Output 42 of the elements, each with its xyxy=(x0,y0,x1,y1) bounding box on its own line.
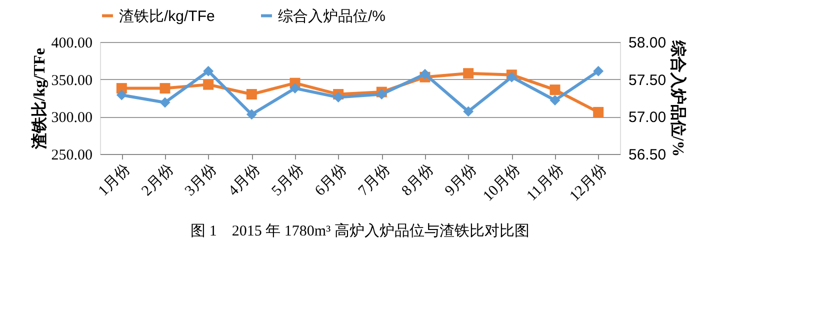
point xyxy=(463,68,474,79)
x-tick-label: 4月份 xyxy=(226,162,264,200)
point xyxy=(593,106,604,118)
y2-tick-label: 57.00 xyxy=(628,109,666,126)
point xyxy=(376,89,387,100)
x-tick-label: 3月份 xyxy=(182,162,220,200)
legend-label: 渣铁比/kg/TFe xyxy=(119,8,215,25)
point xyxy=(116,90,127,100)
y2-tick-label: 56.50 xyxy=(628,146,666,164)
point xyxy=(420,68,430,80)
point xyxy=(203,66,214,76)
x-tick-label: 2月份 xyxy=(138,162,177,200)
x-tick-label: 6月份 xyxy=(312,162,350,200)
y-tick-label: 300.00 xyxy=(51,110,92,126)
y-tick-label: 350.00 xyxy=(51,72,92,89)
point xyxy=(160,97,170,108)
point xyxy=(203,79,214,90)
point xyxy=(550,84,560,96)
point xyxy=(550,94,560,106)
y-tick-label: 250.00 xyxy=(51,148,92,164)
x-tick-label: 7月份 xyxy=(356,162,394,200)
point xyxy=(290,83,300,94)
legend-label: 综合入炉品位/% xyxy=(278,8,386,25)
point xyxy=(463,106,474,117)
y-axis-title: 渣铁比/kg/TFe xyxy=(30,48,48,150)
x-tick-label: 8月份 xyxy=(398,162,437,200)
point xyxy=(333,92,344,102)
y2-tick-label: 57.50 xyxy=(628,72,666,89)
x-tick-label: 12月份 xyxy=(567,162,610,205)
point xyxy=(160,83,170,94)
caption: 图 1 2015 年 1780m³ 高炉入炉品位与渣铁比对比图 xyxy=(190,222,530,240)
x-tick-label: 11月份 xyxy=(524,162,567,204)
x-tick-label: 10月份 xyxy=(480,162,524,205)
point xyxy=(246,109,257,120)
point xyxy=(593,66,604,76)
x-tick-label: 9月份 xyxy=(442,162,480,200)
x-tick-label: 1月份 xyxy=(96,162,134,200)
y-tick-label: 400.00 xyxy=(51,36,92,52)
point xyxy=(246,89,257,100)
y2-tick-label: 58.00 xyxy=(628,34,666,52)
y2-axis-title: 综合入炉品位/% xyxy=(669,39,688,157)
x-tick-label: 5月份 xyxy=(268,162,307,200)
